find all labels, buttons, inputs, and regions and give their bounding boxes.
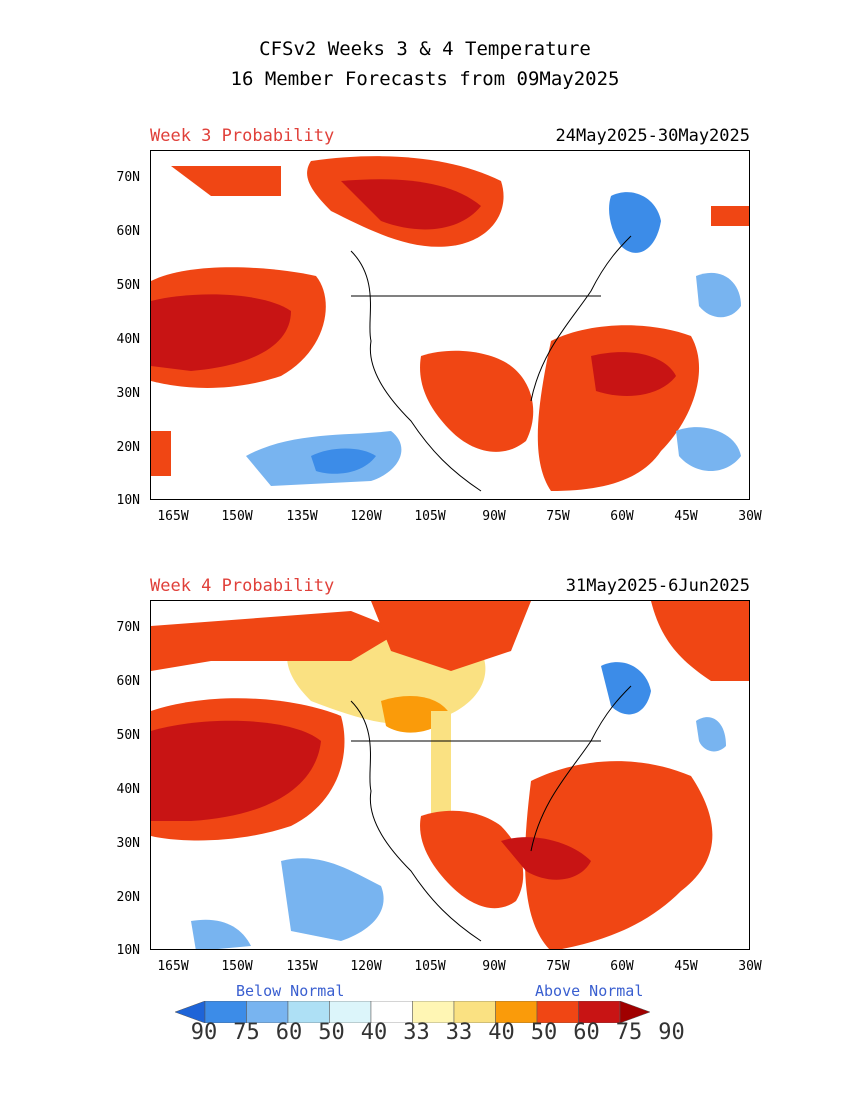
panel2-lon-45w: 45W bbox=[674, 959, 698, 974]
panel1-lon-150w: 150W bbox=[221, 509, 253, 524]
panel2-lon-150w: 150W bbox=[221, 959, 253, 974]
legend-value: 60 bbox=[275, 1020, 303, 1045]
panel1-lat-60n: 60N bbox=[116, 224, 140, 239]
panel2-probability-map bbox=[151, 601, 749, 949]
panel2-lat-20n: 20N bbox=[116, 890, 140, 905]
panel2-lon-105w: 105W bbox=[414, 959, 446, 974]
panel2-lon-135w: 135W bbox=[286, 959, 318, 974]
panel2-lat-40n: 40N bbox=[116, 782, 140, 797]
panel1-week-label: Week 3 Probability bbox=[150, 126, 335, 146]
legend-value: 60 bbox=[573, 1020, 600, 1045]
panel1-lon-120w: 120W bbox=[350, 509, 382, 524]
panel1-lat-70n: 70N bbox=[116, 170, 140, 185]
panel2-lon-165w: 165W bbox=[157, 959, 189, 974]
panel1-lat-20n: 20N bbox=[116, 440, 140, 455]
legend-value: 75 bbox=[233, 1020, 260, 1045]
legend-color-bar bbox=[175, 1001, 651, 1023]
legend-right-arrow bbox=[619, 1001, 651, 1023]
panel1-lon-45w: 45W bbox=[674, 509, 698, 524]
panel1-probability-map bbox=[151, 156, 749, 492]
panel1-lon-105w: 105W bbox=[414, 509, 446, 524]
panel2-lon-30w: 30W bbox=[738, 959, 762, 974]
panel2-week-label: Week 4 Probability bbox=[150, 576, 335, 596]
legend-value: 50 bbox=[318, 1020, 345, 1045]
legend-value: 90 bbox=[190, 1020, 218, 1045]
legend-value: 40 bbox=[360, 1020, 388, 1045]
panel1-lat-40n: 40N bbox=[116, 332, 140, 347]
legend-value: 90 bbox=[658, 1020, 685, 1045]
panel2-lat-30n: 30N bbox=[116, 836, 140, 851]
legend-value: 75 bbox=[615, 1020, 643, 1045]
title-line-2: 16 Member Forecasts from 09May2025 bbox=[230, 68, 620, 90]
panel2-date-range: 31May2025-6Jun2025 bbox=[565, 576, 750, 596]
panel2-map[interactable] bbox=[150, 600, 750, 950]
panel1-lon-135w: 135W bbox=[286, 509, 318, 524]
panel2-lon-60w: 60W bbox=[610, 959, 634, 974]
legend-value: 40 bbox=[488, 1020, 515, 1045]
legend-below-normal-label: Below Normal bbox=[236, 982, 345, 1000]
panel1-lon-165w: 165W bbox=[157, 509, 189, 524]
panel2-lat-50n: 50N bbox=[116, 728, 140, 743]
panel1-lon-60w: 60W bbox=[610, 509, 634, 524]
panel1-lat-50n: 50N bbox=[116, 278, 140, 293]
panel1-lon-30w: 30W bbox=[738, 509, 762, 524]
legend-value: 33 bbox=[403, 1020, 430, 1045]
title-line-1: CFSv2 Weeks 3 & 4 Temperature bbox=[259, 38, 591, 60]
legend-above-normal-label: Above Normal bbox=[535, 982, 644, 1000]
legend-value: 50 bbox=[530, 1020, 558, 1045]
panel1-lat-10n: 10N bbox=[116, 493, 140, 508]
legend-value: 33 bbox=[445, 1020, 473, 1045]
panel2-lon-120w: 120W bbox=[350, 959, 382, 974]
panel1-map[interactable] bbox=[150, 150, 750, 500]
panel1-lon-90w: 90W bbox=[482, 509, 506, 524]
panel2-lat-10n: 10N bbox=[116, 943, 140, 958]
panel2-lon-75w: 75W bbox=[546, 959, 570, 974]
panel2-lat-60n: 60N bbox=[116, 674, 140, 689]
panel2-lat-70n: 70N bbox=[116, 620, 140, 635]
panel2-lon-90w: 90W bbox=[482, 959, 506, 974]
panel1-lon-75w: 75W bbox=[546, 509, 570, 524]
panel1-lat-30n: 30N bbox=[116, 386, 140, 401]
panel1-date-range: 24May2025-30May2025 bbox=[555, 126, 750, 146]
